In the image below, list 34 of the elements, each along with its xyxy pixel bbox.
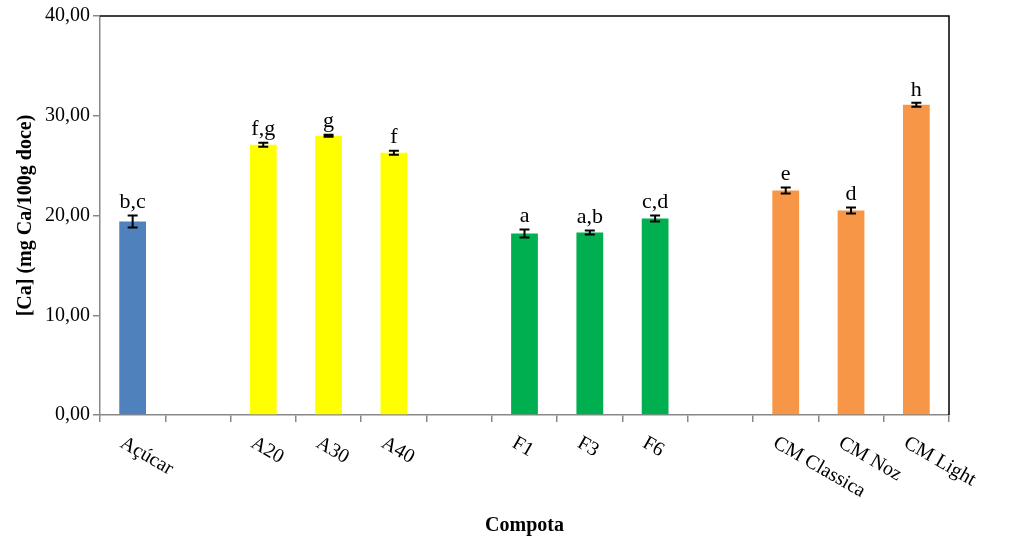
annotation: d bbox=[845, 180, 857, 206]
y-tick-label: 40,00 bbox=[45, 3, 90, 26]
x-tick-label: A40 bbox=[378, 430, 420, 467]
annotation: a bbox=[519, 202, 530, 228]
annotation: f,g bbox=[251, 115, 276, 141]
x-tick-label: F6 bbox=[639, 430, 669, 461]
bar bbox=[380, 152, 408, 415]
x-axis-title: Compota bbox=[485, 513, 564, 537]
annotation: a,b bbox=[576, 203, 603, 229]
x-tick-label: F1 bbox=[508, 430, 539, 461]
y-tick-label: 0,00 bbox=[55, 402, 90, 425]
x-tick-label: CM Light bbox=[900, 430, 981, 491]
bar bbox=[315, 135, 342, 415]
bar bbox=[772, 190, 800, 415]
bar bbox=[837, 210, 865, 415]
y-axis-title: [Ca] (mg Ca/100g doce) bbox=[13, 114, 37, 317]
bar bbox=[119, 221, 147, 415]
bar bbox=[902, 104, 930, 415]
annotation: f bbox=[390, 123, 399, 149]
x-tick-label: A20 bbox=[247, 430, 289, 467]
annotation: e bbox=[780, 160, 791, 186]
y-tick-label: 20,00 bbox=[45, 202, 90, 225]
annotation: g bbox=[323, 107, 335, 133]
y-tick-label: 30,00 bbox=[45, 103, 90, 125]
annotation: h bbox=[910, 75, 922, 101]
bar bbox=[249, 144, 277, 415]
bar bbox=[641, 218, 669, 415]
bar bbox=[576, 232, 604, 415]
x-tick-label: A30 bbox=[312, 430, 354, 467]
x-tick-label: F3 bbox=[574, 430, 604, 461]
y-tick-label: 10,00 bbox=[45, 302, 90, 325]
annotation: c,d bbox=[641, 188, 669, 214]
bar bbox=[511, 233, 538, 415]
annotation: b,c bbox=[119, 188, 147, 214]
